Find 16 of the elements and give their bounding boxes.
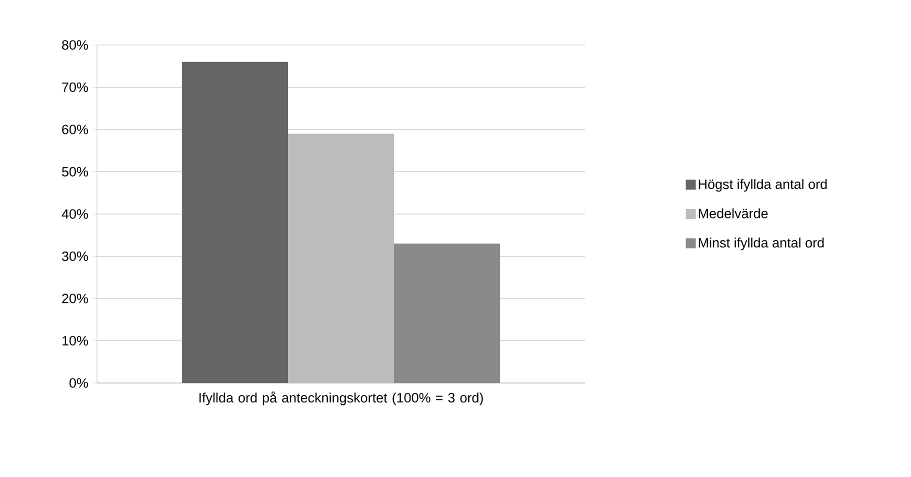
bar [182,62,288,383]
legend-label: Medelvärde [698,208,768,218]
y-tick-label: 0% [70,378,88,388]
legend-label: Minst ifyllda antal ord [698,238,824,250]
y-tick-label: 70% [62,82,88,92]
x-tick-label: Ifyllda ord på anteckningskortet (100% = 3 ord) [199,392,483,406]
bar [394,244,500,383]
y-tick-label: 80% [62,40,88,50]
y-tick-label: 50% [62,166,88,177]
y-tick-label: 30% [62,251,88,262]
y-tick-label: 10% [62,336,88,346]
bar [288,134,394,383]
legend-label: Högst ifyllda antal ord [698,179,827,192]
y-tick-label: 20% [62,294,88,304]
y-tick-label: 60% [62,124,88,134]
y-tick-label: 40% [62,209,88,219]
